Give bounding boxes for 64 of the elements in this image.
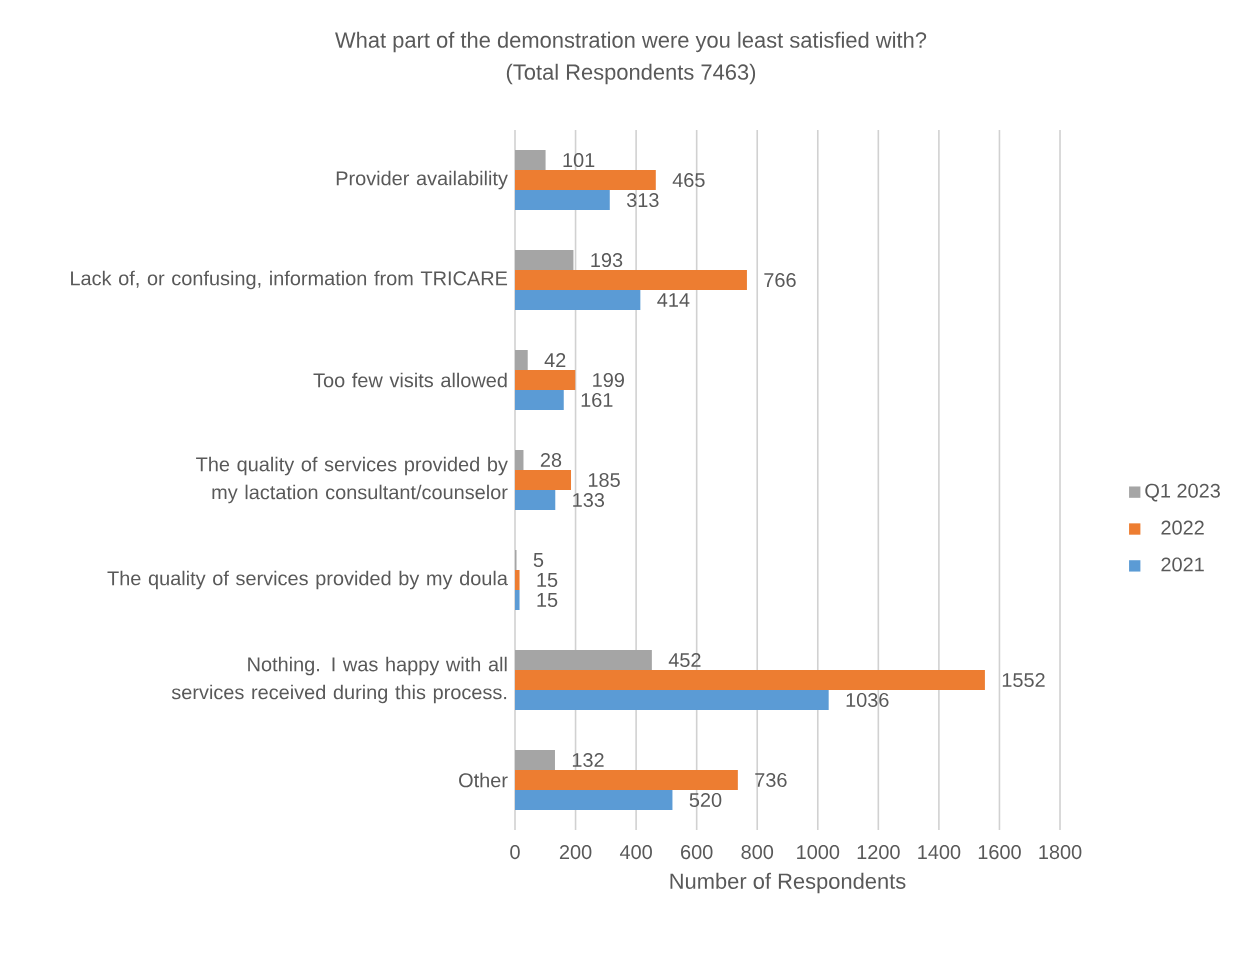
x-axis-title: Number of Respondents (670, 872, 906, 894)
bar (515, 450, 524, 471)
bar (515, 770, 738, 791)
bar (515, 250, 574, 271)
data-label: 414 (657, 293, 690, 307)
data-label: 5 (533, 553, 544, 567)
data-label: 1552 (1002, 672, 1045, 688)
y-tick-label: Too few visits allowed (313, 372, 507, 388)
data-label: 313 (626, 192, 659, 208)
x-tick-label: 0 (510, 845, 520, 860)
data-label: 452 (668, 652, 701, 668)
data-label: 520 (689, 792, 722, 808)
x-tick-label: 200 (559, 845, 592, 860)
bar (515, 390, 564, 411)
x-tick-label: 1000 (797, 845, 840, 860)
data-label: 736 (755, 772, 787, 788)
data-label: 766 (764, 272, 796, 288)
bar (515, 190, 610, 211)
x-tick-label: 600 (681, 845, 713, 860)
y-tick-label: Lack of, or confusing, information from TRICARE (71, 270, 508, 290)
bar (515, 790, 673, 811)
data-label: 193 (591, 252, 623, 268)
y-tick-label: Provider availability (336, 170, 508, 190)
bar (515, 570, 520, 591)
data-label: 199 (593, 372, 624, 388)
legend-label: Q1 2023 (1145, 483, 1220, 502)
data-label: 185 (588, 472, 620, 488)
bar (515, 690, 829, 711)
bar (515, 290, 641, 311)
legend-label: 2022 (1161, 520, 1204, 535)
data-label: 161 (581, 392, 613, 408)
x-tick-label: 400 (619, 845, 652, 860)
bar (515, 670, 985, 691)
x-tick-label: 1800 (1039, 845, 1082, 860)
data-label: 42 (544, 353, 566, 367)
x-tick-label: 1200 (857, 845, 900, 860)
legend-label: 2021 (1161, 557, 1204, 572)
data-label: 132 (572, 752, 604, 768)
y-tick-label: The quality of services provided by my doula (107, 570, 508, 590)
bar (515, 590, 520, 611)
y-tick-label: The quality of services provided by my lactation consultant/counselor (196, 456, 508, 504)
y-tick-label: Other (459, 772, 508, 788)
chart-subtitle: (Total Respondents 7463) (506, 63, 756, 85)
bar (515, 170, 656, 191)
x-tick-label: 800 (741, 845, 774, 860)
data-label: 1036 (846, 692, 889, 708)
bar (515, 490, 556, 511)
bar (515, 270, 747, 291)
data-label: 15 (537, 573, 558, 587)
bar (515, 750, 555, 771)
x-tick-label: 1600 (978, 845, 1021, 860)
chart-title: What part of the demonstration were you least satisfied with? (335, 31, 927, 53)
bar (515, 350, 528, 371)
bar (515, 650, 652, 671)
data-label: 15 (537, 593, 558, 607)
data-label: 133 (573, 492, 605, 508)
y-tick-label: Nothing. I was happy with all services received during this process. (171, 656, 507, 704)
data-label: 101 (563, 152, 595, 168)
data-label: 465 (672, 172, 705, 188)
bar (515, 150, 546, 171)
bar (515, 370, 576, 391)
x-tick-label: 1400 (918, 845, 961, 860)
bar (515, 470, 572, 491)
data-label: 28 (540, 452, 562, 468)
